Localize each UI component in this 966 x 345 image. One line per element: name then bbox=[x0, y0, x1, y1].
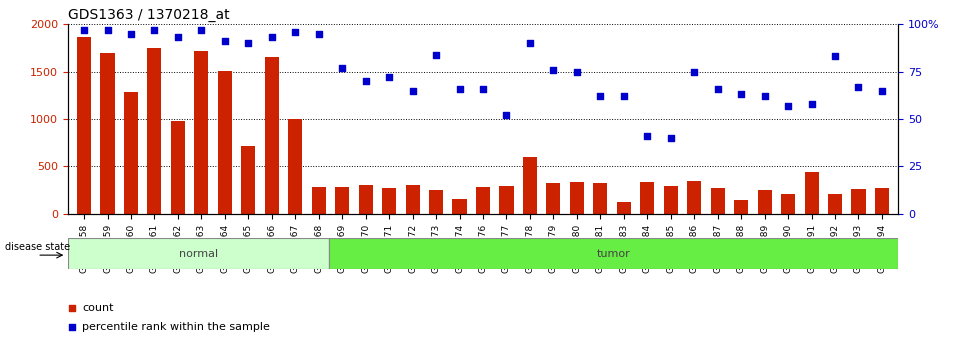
Bar bbox=[68, 238, 328, 269]
Bar bbox=[476, 187, 490, 214]
Bar bbox=[171, 121, 185, 214]
Bar bbox=[711, 188, 724, 214]
Bar bbox=[242, 146, 255, 214]
Bar bbox=[499, 186, 514, 214]
Text: disease state: disease state bbox=[6, 242, 71, 252]
Point bbox=[827, 53, 842, 59]
Bar bbox=[288, 119, 302, 214]
Bar bbox=[358, 186, 373, 214]
Point bbox=[569, 69, 584, 74]
Point bbox=[124, 31, 139, 36]
Point bbox=[65, 324, 80, 329]
Point bbox=[241, 40, 256, 46]
Point bbox=[804, 101, 819, 107]
Point bbox=[546, 67, 561, 72]
Point bbox=[170, 35, 185, 40]
Point bbox=[639, 133, 655, 139]
Bar bbox=[875, 188, 889, 214]
Point bbox=[358, 78, 374, 84]
Point bbox=[687, 69, 702, 74]
Bar bbox=[383, 188, 396, 214]
Bar bbox=[781, 194, 795, 214]
Point bbox=[498, 112, 514, 118]
Bar bbox=[828, 194, 842, 214]
Point bbox=[76, 27, 92, 32]
Bar bbox=[194, 51, 209, 214]
Bar bbox=[335, 187, 350, 214]
Bar bbox=[687, 181, 701, 214]
Text: normal: normal bbox=[179, 249, 217, 258]
Point bbox=[288, 29, 303, 34]
Bar bbox=[664, 186, 678, 214]
Point bbox=[311, 31, 327, 36]
Bar bbox=[312, 187, 326, 214]
Text: count: count bbox=[82, 303, 114, 313]
Bar bbox=[805, 172, 818, 214]
Bar bbox=[757, 190, 772, 214]
Point bbox=[616, 93, 632, 99]
Bar bbox=[616, 201, 631, 214]
Point bbox=[193, 27, 209, 32]
Point bbox=[475, 86, 491, 91]
Bar bbox=[452, 199, 467, 214]
Bar bbox=[265, 57, 279, 214]
Text: GDS1363 / 1370218_at: GDS1363 / 1370218_at bbox=[68, 8, 229, 22]
Point bbox=[663, 135, 678, 141]
Text: percentile rank within the sample: percentile rank within the sample bbox=[82, 322, 270, 332]
Bar bbox=[100, 52, 115, 214]
Bar bbox=[406, 186, 419, 214]
Point bbox=[452, 86, 468, 91]
Bar bbox=[734, 200, 749, 214]
Point bbox=[65, 306, 80, 311]
Point bbox=[428, 52, 443, 57]
Point bbox=[851, 84, 867, 89]
Bar bbox=[547, 183, 560, 214]
Point bbox=[781, 103, 796, 108]
Bar bbox=[570, 181, 583, 214]
Point bbox=[405, 88, 420, 93]
Text: tumor: tumor bbox=[597, 249, 631, 258]
Point bbox=[147, 27, 162, 32]
Point bbox=[264, 35, 279, 40]
Point bbox=[592, 93, 608, 99]
Bar bbox=[124, 91, 138, 214]
Bar bbox=[148, 48, 161, 214]
Bar bbox=[328, 238, 898, 269]
Bar bbox=[523, 157, 537, 214]
Bar bbox=[593, 183, 608, 214]
Bar bbox=[429, 190, 443, 214]
Bar bbox=[77, 38, 91, 214]
Bar bbox=[640, 182, 654, 214]
Point bbox=[99, 27, 115, 32]
Point bbox=[334, 65, 350, 70]
Point bbox=[757, 93, 773, 99]
Point bbox=[874, 88, 890, 93]
Point bbox=[217, 38, 233, 44]
Bar bbox=[851, 189, 866, 214]
Point bbox=[733, 91, 749, 97]
Bar bbox=[217, 71, 232, 214]
Point bbox=[523, 40, 538, 46]
Point bbox=[710, 86, 725, 91]
Point bbox=[382, 75, 397, 80]
